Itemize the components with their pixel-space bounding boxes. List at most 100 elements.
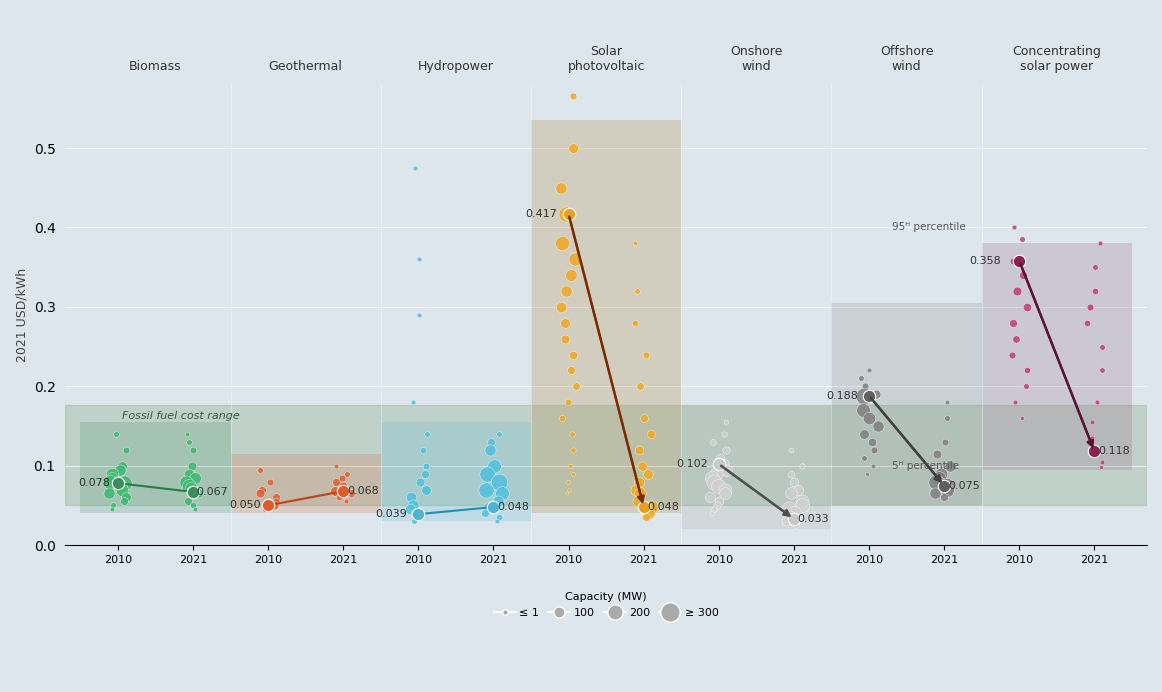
Point <box>115 496 134 507</box>
Point <box>868 421 887 432</box>
Point <box>784 513 803 525</box>
Point <box>776 516 795 527</box>
Point <box>181 482 200 493</box>
Point <box>342 488 360 499</box>
Point <box>182 486 201 497</box>
Point <box>1081 301 1099 312</box>
Point <box>417 460 436 471</box>
Point <box>630 476 648 487</box>
Point <box>855 428 874 439</box>
Point <box>704 504 723 515</box>
Point <box>637 349 655 360</box>
Point <box>559 476 578 487</box>
Point <box>926 476 945 487</box>
Point <box>639 468 658 479</box>
Point <box>935 492 954 503</box>
Point <box>717 464 736 475</box>
Point <box>855 390 874 401</box>
Point <box>1092 456 1111 467</box>
Point <box>560 460 579 471</box>
Point <box>787 520 805 531</box>
Point <box>788 484 806 495</box>
Point <box>557 285 575 296</box>
Point <box>1007 333 1026 344</box>
Point <box>488 516 507 527</box>
Point <box>782 468 801 479</box>
Point <box>852 373 870 384</box>
Text: 0.039: 0.039 <box>375 509 407 519</box>
Point <box>1085 446 1104 457</box>
Point <box>485 460 503 471</box>
Point <box>478 468 496 479</box>
Point <box>184 486 202 498</box>
Text: Geothermal: Geothermal <box>268 60 343 73</box>
Point <box>409 254 428 265</box>
Point <box>935 480 954 491</box>
Text: 0.118: 0.118 <box>1098 446 1129 457</box>
Point <box>935 437 954 448</box>
Point <box>863 437 882 448</box>
Point <box>251 488 270 499</box>
Point <box>716 417 734 428</box>
Point <box>927 448 946 459</box>
Point <box>106 428 124 439</box>
Point <box>926 488 945 499</box>
Point <box>328 476 346 487</box>
Point <box>941 460 960 471</box>
Point <box>937 480 955 491</box>
Point <box>557 333 575 344</box>
FancyBboxPatch shape <box>80 422 230 513</box>
Point <box>717 444 736 455</box>
Point <box>480 444 498 455</box>
Text: 0.033: 0.033 <box>797 514 830 524</box>
Text: Hydropower: Hydropower <box>418 60 494 73</box>
Point <box>1013 270 1032 281</box>
Text: 0.067: 0.067 <box>196 487 229 497</box>
Point <box>417 428 436 439</box>
Point <box>932 468 951 479</box>
Point <box>485 502 503 513</box>
Point <box>561 270 580 281</box>
Point <box>710 496 729 507</box>
Point <box>780 504 798 515</box>
Point <box>629 496 647 507</box>
Point <box>860 390 878 401</box>
Point <box>186 472 205 483</box>
Point <box>1092 365 1111 376</box>
Point <box>1012 234 1031 245</box>
Point <box>1005 397 1024 408</box>
Point <box>626 484 645 495</box>
Text: Biomass: Biomass <box>129 60 181 73</box>
Point <box>253 484 272 495</box>
Point <box>559 208 578 219</box>
Point <box>1082 432 1100 444</box>
Point <box>855 381 874 392</box>
Point <box>1003 349 1021 360</box>
Point <box>259 500 278 511</box>
FancyBboxPatch shape <box>681 406 832 529</box>
Point <box>402 492 421 503</box>
Point <box>708 500 726 511</box>
Point <box>564 444 582 455</box>
Point <box>552 182 571 193</box>
Text: 0.417: 0.417 <box>525 209 558 219</box>
Point <box>703 508 722 519</box>
Point <box>782 488 801 499</box>
Point <box>643 502 661 513</box>
Point <box>182 460 201 471</box>
Point <box>552 238 571 249</box>
Point <box>558 488 576 499</box>
Point <box>564 428 582 439</box>
Point <box>333 480 352 491</box>
Point <box>260 476 279 487</box>
Point <box>327 460 345 471</box>
Bar <box>65 405 1147 505</box>
Point <box>489 476 508 487</box>
Point <box>781 513 799 525</box>
Point <box>634 412 653 424</box>
Text: 0.358: 0.358 <box>969 256 1000 266</box>
Point <box>867 389 885 400</box>
Text: 5ᴴ percentile: 5ᴴ percentile <box>891 461 959 471</box>
Point <box>113 484 131 495</box>
Point <box>267 492 286 503</box>
